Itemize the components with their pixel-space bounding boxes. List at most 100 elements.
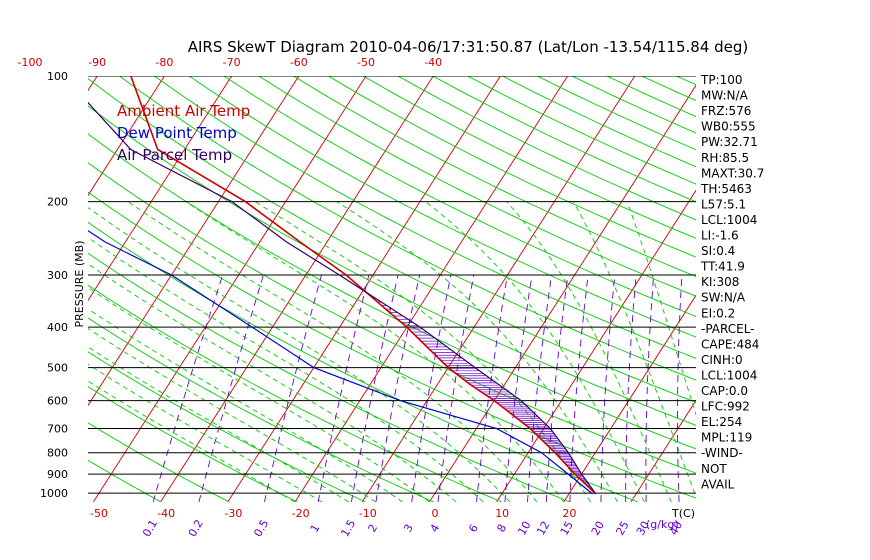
isotherm-line: [361, 76, 636, 502]
pressure-tick-label: 600: [47, 395, 68, 408]
index-label: EL:254: [701, 415, 742, 429]
dry-adiabat-line: [119, 76, 696, 381]
isotherm-line: [833, 76, 870, 502]
mixing-ratio-tick-label: 1: [308, 522, 323, 535]
top-temp-tick-label: -50: [357, 56, 375, 69]
dry-adiabat-line: [746, 76, 870, 502]
mixing-ratio-tick-label: 0.5: [251, 517, 271, 539]
isotherm-line: [92, 76, 367, 502]
moist-adiabat-line: [425, 201, 645, 502]
mixing-ratio-tick-label: 1.5: [338, 517, 358, 539]
bottom-temp-tick-label: 20: [562, 507, 576, 520]
isotherm-line: [0, 76, 30, 502]
index-label: KI:308: [701, 275, 739, 289]
pressure-tick-label: 800: [47, 447, 68, 460]
isotherm-line: [160, 76, 434, 502]
mixing-ratio-tick-label: 3: [401, 522, 416, 535]
index-label: CINH:0: [701, 353, 743, 367]
index-label: AVAIL: [701, 477, 735, 491]
pressure-tick-label: 200: [47, 196, 68, 209]
isotherm-line: [563, 294, 696, 502]
mixing-ratio-tick-label: 30: [634, 519, 652, 538]
moist-adiabat-line: [185, 201, 565, 502]
bottom-temp-tick-label: -10: [359, 507, 377, 520]
moist-adiabat-line: [88, 236, 484, 502]
dry-adiabat-line: [88, 252, 571, 502]
isotherm-line: [294, 76, 568, 502]
pressure-tick-label: 100: [47, 70, 68, 83]
pressure-tick-label: 700: [47, 423, 68, 436]
pressure-tick-label: 400: [47, 321, 68, 334]
dry-adiabat-line: [154, 76, 696, 359]
dry-adiabat-line: [88, 386, 298, 502]
dry-adiabat-line: [88, 459, 162, 502]
mixing-ratio-tick-label: 12: [534, 519, 552, 538]
top-temp-tick-label: -70: [223, 56, 241, 69]
bottom-temp-tick-label: 10: [495, 507, 509, 520]
pressure-ticks: 100 200 300 400 500 600 700 800 900 1000: [40, 70, 68, 500]
mixing-ratio-line: [411, 274, 452, 502]
mixing-ratio-tick-label: 25: [614, 519, 632, 538]
pressure-tick-label: 1000: [40, 487, 68, 500]
top-temp-tick-label: -100: [18, 56, 43, 69]
moist-adiabat-line: [88, 380, 296, 502]
parcel-temp-line: [88, 101, 597, 495]
index-label: EI:0.2: [701, 306, 735, 320]
bottom-temp-tick-label: -20: [292, 507, 310, 520]
index-label: L57:5.1: [701, 197, 746, 211]
index-label: MPL:119: [701, 431, 752, 445]
pressure-tick-label: 900: [47, 468, 68, 481]
isotherm-line: [88, 76, 165, 197]
dry-adiabat-line: [258, 76, 696, 297]
mixing-ratio-unit: (g/kg): [646, 518, 679, 531]
mixing-ratio-tick-label: 8: [494, 522, 509, 535]
chart-title: AIRS SkewT Diagram 2010-04-06/17:31:50.8…: [188, 38, 749, 56]
dry-adiabat-line: [88, 221, 639, 502]
moist-adiabat-line: [88, 308, 403, 502]
isotherm-line: [428, 84, 696, 502]
moist-adiabat-line: [88, 207, 511, 502]
top-temp-tick-label: -40: [424, 56, 442, 69]
bottom-temp-tick-label: 0: [432, 507, 439, 520]
index-label: MAXT:30.7: [701, 166, 764, 180]
pressure-tick-label: 300: [47, 269, 68, 282]
dry-adiabat-line: [223, 76, 696, 317]
dry-adiabat-line: [816, 76, 870, 502]
isotherm-lines: [0, 76, 870, 502]
top-temp-tick-label: -60: [290, 56, 308, 69]
mixing-ratio-line: [198, 274, 264, 502]
legend: Ambient Air Temp Dew Point Temp Air Parc…: [117, 102, 250, 164]
y-axis-label: PRESSURE (MB): [73, 241, 86, 328]
top-temp-tick-label: -90: [88, 56, 106, 69]
index-label: WB0:555: [701, 120, 756, 134]
dry-adiabat-line: [88, 317, 434, 502]
dry-adiabat-line: [88, 133, 696, 450]
index-label: LI:-1.6: [701, 229, 739, 243]
mixing-ratio-line: [263, 274, 322, 502]
dry-adiabat-line: [362, 76, 696, 239]
mixing-ratio-line: [545, 274, 569, 502]
moist-adiabat-line: [254, 201, 591, 502]
moist-adiabat-line: [336, 201, 618, 502]
bottom-temp-tick-label: -30: [224, 507, 242, 520]
moist-adiabat-line: [88, 328, 376, 502]
dry-adiabat-line: [88, 284, 502, 502]
bottom-temp-tick-label: -50: [90, 507, 108, 520]
pressure-tick-label: 500: [47, 362, 68, 375]
mixing-ratio-line: [476, 274, 508, 502]
index-label: NOT: [701, 462, 727, 476]
moist-adiabat-lines: [88, 201, 696, 502]
index-label: TT:41.9: [700, 260, 745, 274]
dry-adiabat-line: [88, 162, 696, 474]
index-label: MW:N/A: [701, 89, 749, 103]
index-label: LCL:1004: [701, 213, 757, 227]
mixing-ratio-ticks: 0.1 0.2 0.5 1 1.5 2 3 4 6 8 10 12 15 20 25 30 40: [140, 517, 685, 539]
index-label: TH:5463: [700, 182, 752, 196]
isotherm-line: [630, 399, 696, 502]
mixing-ratio-tick-label: 40: [667, 519, 685, 538]
mixing-ratio-tick-label: 0.2: [186, 517, 206, 539]
isotherm-line: [88, 76, 232, 302]
top-temp-tick-label: -80: [155, 56, 173, 69]
index-label: -PARCEL-: [701, 322, 755, 336]
